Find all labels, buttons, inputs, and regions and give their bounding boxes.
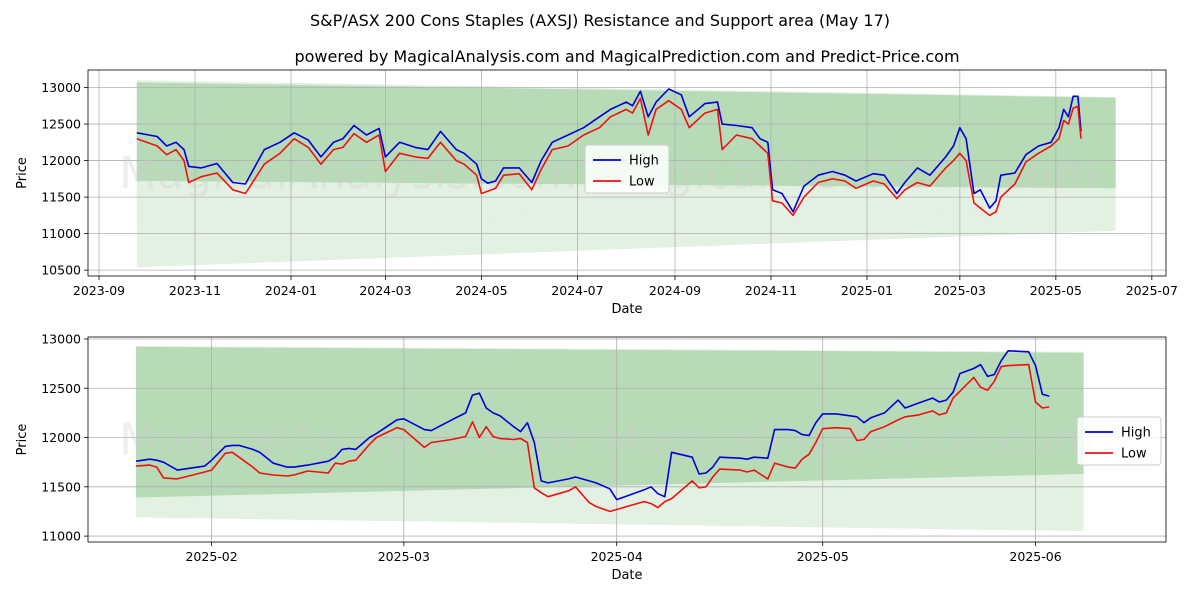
band-resistance-support-inner bbox=[136, 346, 1084, 498]
band-resistance-support-base bbox=[136, 473, 1084, 512]
chart-title: S&P/ASX 200 Cons Staples (AXSJ) Resistan… bbox=[310, 11, 890, 30]
x-tick-label: 2025-03 bbox=[934, 283, 986, 298]
legend-label-low: Low bbox=[629, 175, 655, 190]
y-tick-label: 10500 bbox=[41, 263, 81, 278]
watermark-text: MagicalPrediction.com bbox=[601, 148, 1096, 199]
watermark-text: MagicalAnalysis.com bbox=[119, 148, 577, 199]
legend-box bbox=[584, 144, 670, 194]
x-tick-label: 2024-05 bbox=[455, 283, 507, 298]
series-line-low bbox=[136, 97, 1082, 217]
x-tick-label: 2023-11 bbox=[169, 283, 221, 298]
y-tick-label: 11500 bbox=[41, 479, 81, 494]
y-tick-label: 13000 bbox=[41, 80, 81, 95]
series-line-high bbox=[136, 88, 1082, 213]
bottom-plot: 2025-02 2025-03 2025-04 2025-05 2025-06 11000… bbox=[15, 331, 1167, 583]
y-tick-label: 12000 bbox=[41, 430, 81, 445]
x-tick-label: 2025-01 bbox=[841, 283, 893, 298]
x-tick-label: 2024-07 bbox=[551, 283, 603, 298]
x-tick-label: 2025-02 bbox=[185, 549, 237, 564]
band-resistance-support-base bbox=[136, 181, 1116, 217]
x-tick-label: 2023-09 bbox=[73, 283, 125, 298]
watermark-text: MagicalAnalysis.com bbox=[119, 415, 577, 466]
x-tick-label: 2025-06 bbox=[1009, 549, 1061, 564]
x-tick-label: 2025-05 bbox=[797, 549, 849, 564]
y-tick-label: 12000 bbox=[41, 153, 81, 168]
y-axis-label: Price bbox=[15, 157, 30, 189]
x-tick-label: 2024-09 bbox=[649, 283, 701, 298]
y-tick-label: 12500 bbox=[41, 381, 81, 396]
x-tick-label: 2024-03 bbox=[359, 283, 411, 298]
y-tick-label: 13000 bbox=[41, 331, 81, 346]
x-tick-label: 2024-11 bbox=[745, 283, 797, 298]
legend-box bbox=[1076, 416, 1162, 466]
x-axis-label: Date bbox=[611, 302, 642, 317]
x-tick-label: 2024-01 bbox=[265, 283, 317, 298]
y-axis-label: Price bbox=[15, 424, 30, 456]
chart-subtitle: powered by MagicalAnalysis.com and Magic… bbox=[294, 47, 959, 66]
legend-label-high: High bbox=[629, 154, 659, 169]
x-tick-label: 2025-07 bbox=[1126, 283, 1178, 298]
legend-label-low: Low bbox=[1121, 447, 1147, 462]
x-tick-label: 2025-05 bbox=[1030, 283, 1082, 298]
legend-label-high: High bbox=[1121, 426, 1151, 441]
x-tick-label: 2025-03 bbox=[378, 549, 430, 564]
y-tick-label: 12500 bbox=[41, 117, 81, 132]
plot-frame bbox=[87, 336, 1167, 543]
series-line-high bbox=[135, 350, 1050, 501]
x-tick-label: 2025-04 bbox=[591, 549, 643, 564]
series-line-low bbox=[136, 363, 1050, 513]
plot-frame bbox=[87, 69, 1167, 277]
x-axis-label: Date bbox=[611, 568, 642, 583]
band-resistance-support-inner bbox=[136, 82, 1116, 189]
top-plot: 2023-09 2023-11 2024-01 2024-03 2024-05 2024-… bbox=[15, 69, 1178, 317]
y-tick-label: 11000 bbox=[41, 226, 81, 241]
y-tick-label: 11000 bbox=[41, 529, 81, 544]
y-tick-label: 11500 bbox=[41, 190, 81, 205]
watermark-text: MagicalPrediction.com bbox=[601, 415, 1096, 466]
